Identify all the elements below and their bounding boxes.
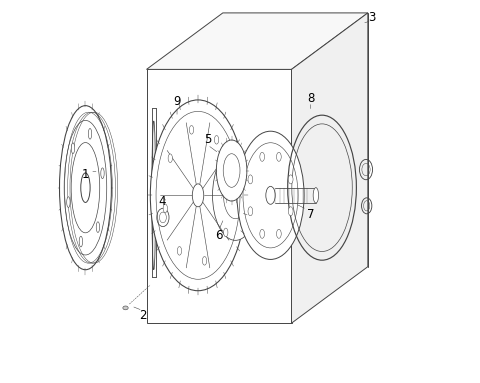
Ellipse shape (192, 184, 204, 207)
Ellipse shape (101, 168, 104, 178)
Ellipse shape (168, 154, 172, 162)
Text: 5: 5 (204, 134, 211, 146)
Text: 2: 2 (139, 309, 146, 322)
Ellipse shape (276, 229, 281, 238)
Ellipse shape (248, 175, 252, 184)
Ellipse shape (88, 128, 92, 139)
Ellipse shape (313, 188, 319, 203)
Ellipse shape (237, 131, 304, 259)
Ellipse shape (260, 152, 264, 161)
Text: 8: 8 (307, 92, 314, 105)
Text: 4: 4 (158, 195, 166, 208)
Polygon shape (291, 13, 368, 323)
Ellipse shape (288, 207, 293, 216)
Text: 6: 6 (215, 229, 223, 242)
Ellipse shape (72, 143, 75, 154)
Text: 7: 7 (307, 208, 314, 221)
Ellipse shape (224, 228, 228, 237)
Ellipse shape (79, 236, 83, 247)
Polygon shape (146, 69, 291, 323)
Ellipse shape (260, 229, 264, 238)
Ellipse shape (152, 121, 156, 270)
Ellipse shape (223, 154, 240, 187)
Ellipse shape (276, 152, 281, 161)
Text: 1: 1 (82, 168, 89, 181)
Ellipse shape (150, 100, 246, 291)
Ellipse shape (96, 222, 100, 232)
Ellipse shape (177, 247, 181, 255)
Text: 3: 3 (368, 11, 375, 25)
Ellipse shape (157, 208, 169, 227)
Ellipse shape (203, 257, 207, 265)
Ellipse shape (228, 178, 233, 187)
Ellipse shape (163, 204, 168, 213)
Ellipse shape (123, 306, 128, 310)
Ellipse shape (288, 175, 293, 184)
Ellipse shape (190, 126, 193, 134)
Ellipse shape (213, 150, 258, 241)
Ellipse shape (248, 207, 252, 216)
Polygon shape (146, 13, 368, 69)
Ellipse shape (266, 187, 275, 204)
Ellipse shape (67, 197, 70, 208)
Text: 9: 9 (173, 95, 181, 108)
Ellipse shape (216, 140, 247, 201)
Ellipse shape (215, 136, 219, 144)
